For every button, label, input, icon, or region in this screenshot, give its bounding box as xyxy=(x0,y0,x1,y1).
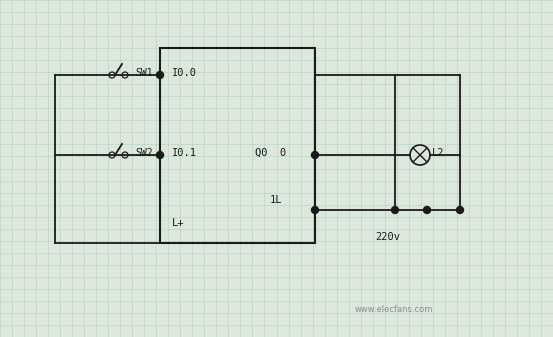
Circle shape xyxy=(456,207,463,214)
Text: 1L: 1L xyxy=(270,195,283,205)
Bar xyxy=(160,48,315,243)
Circle shape xyxy=(424,207,430,214)
Text: I0.0: I0.0 xyxy=(172,68,197,78)
Circle shape xyxy=(311,152,319,158)
Text: www.elecfans.com: www.elecfans.com xyxy=(355,305,434,314)
Text: I0.1: I0.1 xyxy=(172,148,197,158)
Text: Q0  0: Q0 0 xyxy=(255,148,286,158)
Text: L+: L+ xyxy=(172,218,185,228)
Text: SW2: SW2 xyxy=(135,148,153,158)
Text: SW1: SW1 xyxy=(135,68,153,78)
Circle shape xyxy=(156,71,164,79)
Circle shape xyxy=(392,207,399,214)
Circle shape xyxy=(156,152,164,158)
Circle shape xyxy=(311,207,319,214)
Text: L2: L2 xyxy=(432,148,445,158)
Text: 220v: 220v xyxy=(375,232,400,242)
